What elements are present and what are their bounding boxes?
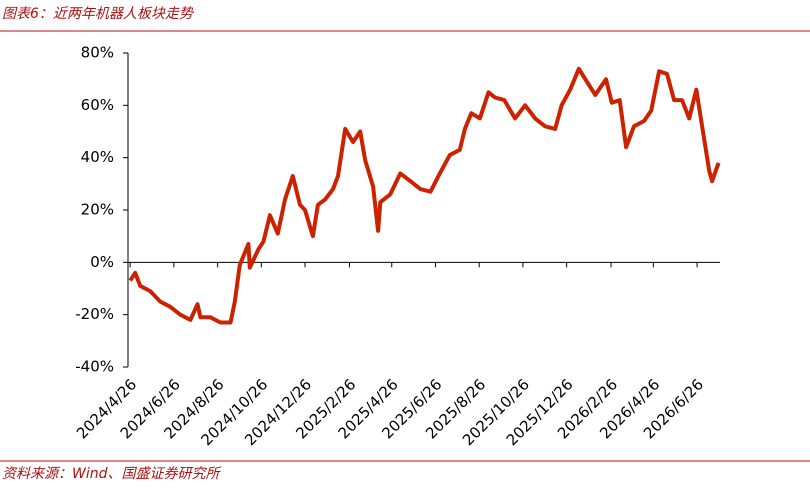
y-tick-label: -20%: [75, 305, 114, 323]
y-tick-label: 80%: [81, 44, 114, 62]
y-tick-label: 60%: [81, 96, 114, 114]
y-tick-label: 20%: [81, 201, 114, 219]
source-note: 资料来源：Wind、国盛证券研究所: [2, 466, 221, 482]
chart-title: 图表6：近两年机器人板块走势: [2, 6, 195, 22]
y-tick-label: 0%: [90, 253, 114, 271]
y-tick-label: 40%: [81, 148, 114, 166]
price-line: [128, 66, 721, 325]
y-tick-label: -40%: [75, 358, 114, 376]
